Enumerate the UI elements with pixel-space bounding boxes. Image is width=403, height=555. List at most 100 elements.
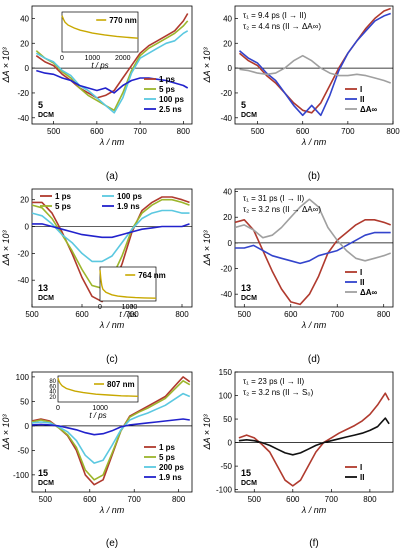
legend-entry-2: 5 ps [159, 453, 176, 462]
inset-trace [99, 270, 157, 299]
sample-number: 5 [38, 100, 43, 110]
inset-x-tick-label: 0 [60, 55, 64, 62]
panel-caption: (b) [308, 171, 320, 182]
y-axis-label: ΔA × 10³ [202, 47, 212, 84]
sample-number: 5 [241, 100, 246, 110]
x-tick-label: 500 [25, 310, 39, 319]
series-line-1 [35, 13, 189, 99]
solvent-label: DCM [241, 112, 257, 119]
series-line-3 [35, 30, 189, 114]
inset-trace [57, 377, 139, 397]
y-tick-label: 20 [223, 39, 232, 48]
legend-entry-3: 200 ps [159, 463, 184, 472]
x-axis-label: λ / nm [99, 505, 125, 515]
x-tick-label: 700 [331, 310, 345, 319]
x-tick-label: 700 [325, 495, 339, 504]
tau-annotation: τ₁ = 31 ps (I → II) [243, 194, 305, 203]
y-tick-label: 50 [223, 415, 232, 424]
y-tick-label: -40 [220, 114, 232, 123]
tau-annotation: τ₁ = 9.4 ps (I → II) [243, 11, 307, 20]
x-tick-label: 700 [125, 310, 139, 319]
inset-x-axis-label: t / ps [91, 61, 108, 70]
chart-d: 500 600 700 800 -40 -20 0 20 40 λ / nm ΔA × 10³ (d)… [202, 188, 394, 365]
panel-c: 500 600 700 800 -40 -20 0 20 λ / nm ΔA × 10³ (c) 13… [0, 183, 201, 366]
y-tick-label: -100 [13, 471, 30, 480]
y-tick-label: -50 [17, 446, 29, 455]
legend-entry-1: 1 ps [55, 192, 72, 201]
legend-entry-2: II [360, 278, 364, 287]
y-tick-label: 100 [219, 392, 233, 401]
x-tick-label: 500 [39, 495, 53, 504]
inset-x-tick-label: 1000 [92, 405, 108, 412]
series-line-2 [235, 231, 391, 265]
x-tick-label: 500 [47, 127, 61, 136]
inset-x-tick-label: 0 [98, 304, 102, 311]
inset-wavelength-label: 764 nm [138, 271, 166, 280]
x-tick-label: 800 [175, 310, 189, 319]
y-tick-label: 20 [20, 39, 29, 48]
series-line-4 [36, 69, 189, 94]
y-tick-label: -40 [17, 114, 29, 123]
x-tick-label: 600 [284, 310, 298, 319]
x-tick-label: 600 [90, 127, 104, 136]
inset-y-tick-label: 80 [49, 379, 56, 385]
plot-frame [234, 5, 394, 125]
series-line-2 [35, 20, 189, 112]
legend-entry-1: I [360, 85, 362, 94]
y-tick-label: 0 [25, 64, 30, 73]
y-tick-label: -20 [17, 249, 29, 258]
x-tick-label: 600 [296, 127, 310, 136]
y-tick-label: 20 [223, 213, 232, 222]
panel-caption: (d) [308, 354, 320, 365]
legend-entry-2: II [360, 95, 364, 104]
x-tick-label: 700 [341, 127, 355, 136]
y-tick-label: 0 [228, 239, 233, 248]
y-tick-label: 100 [16, 373, 30, 382]
panel-caption: (f) [309, 538, 318, 549]
inset-y-tick-label: 40 [49, 390, 56, 396]
panel-a: 500 600 700 800 -40 -20 0 20 40 λ / nm ΔA × 10³ (a)… [0, 0, 201, 183]
x-tick-label: 500 [238, 310, 252, 319]
y-tick-label: 0 [228, 439, 233, 448]
x-tick-label: 800 [386, 127, 400, 136]
panel-caption: (c) [106, 354, 118, 365]
panel-f: 500 600 700 800 -100 -50 0 50 100 150 λ / nm ΔA × 1… [201, 366, 403, 550]
x-tick-label: 600 [83, 495, 97, 504]
x-tick-label: 600 [75, 310, 89, 319]
legend-entry-3: 100 ps [159, 95, 184, 104]
y-tick-label: 0 [25, 223, 30, 232]
sample-number: 15 [38, 468, 48, 478]
legend-entry-2: 5 ps [55, 202, 72, 211]
panel-e: 500 600 700 800 -100 -50 0 50 100 λ / nm ΔA × 10³(… [0, 366, 201, 550]
plot-frame [31, 5, 193, 125]
plot-frame [234, 371, 394, 493]
solvent-label: DCM [38, 480, 54, 487]
y-tick-label: 40 [223, 188, 232, 197]
chart-b: 500 600 700 800 -40 -20 0 20 40 λ / nm ΔA × 10³ (b)… [202, 5, 400, 182]
legend-entry-1: I [360, 463, 362, 472]
sample-number: 13 [38, 283, 48, 293]
inset-x-tick-label: 0 [56, 405, 60, 412]
x-tick-label: 500 [251, 127, 265, 136]
inset-x-tick-label: 2000 [115, 55, 131, 62]
tau-annotation: τ₂ = 4.4 ns (II → ΔA∞) [243, 22, 321, 31]
sample-number: 15 [241, 468, 251, 478]
plot-frame [31, 188, 193, 308]
legend-entry-4: 1.9 ns [159, 473, 182, 482]
y-tick-label: 20 [20, 196, 29, 205]
panel-d: 500 600 700 800 -40 -20 0 20 40 λ / nm ΔA × 10³ (d)… [201, 183, 403, 366]
y-tick-label: 40 [20, 14, 29, 23]
panel-caption: (e) [106, 538, 118, 549]
solvent-label: DCM [38, 112, 54, 119]
legend-entry-1: I [360, 268, 362, 277]
series-line-3 [32, 392, 191, 464]
x-axis-label: λ / nm [301, 137, 327, 147]
x-axis-label: λ / nm [301, 320, 327, 330]
legend-entry-1: 1 ps [159, 75, 176, 84]
tau-annotation: τ₂ = 3.2 ns (II → S₀) [243, 388, 314, 397]
chart-f: 500 600 700 800 -100 -50 0 50 100 150 λ / nm ΔA × 1… [202, 368, 394, 549]
inset-wavelength-label: 807 nm [107, 380, 135, 389]
series-line-2 [238, 12, 391, 117]
y-tick-label: 0 [228, 64, 233, 73]
